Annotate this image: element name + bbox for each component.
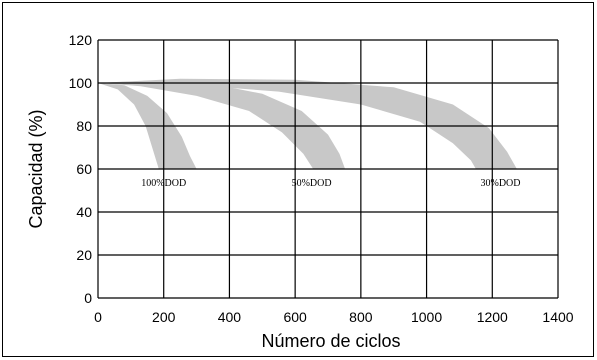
x-tick-label-3: 600 [283, 309, 307, 325]
x-tick-label-4: 800 [349, 309, 373, 325]
y-tick-label-4: 80 [76, 118, 92, 134]
y-tick-label-6: 120 [69, 32, 93, 48]
bands-layer [98, 79, 517, 169]
y-tick-label-2: 40 [76, 204, 92, 220]
x-tick-labels: 0 200 400 600 800 1000 1200 1400 [94, 309, 574, 325]
band-labels: 100%DOD 50%DOD 30%DOD [141, 178, 520, 189]
band-label-1: 50%DOD [292, 178, 332, 189]
y-tick-label-1: 20 [76, 247, 92, 263]
y-axis-label: Capacidad (%) [26, 109, 46, 228]
x-tick-label-1: 200 [152, 309, 176, 325]
y-tick-labels: 0 20 40 60 80 100 120 [69, 32, 93, 306]
band-label-0: 100%DOD [141, 178, 186, 189]
band-label-2: 30%DOD [481, 178, 521, 189]
x-tick-label-5: 1000 [411, 309, 442, 325]
y-tick-label-0: 0 [84, 290, 92, 306]
x-tick-label-2: 400 [218, 309, 242, 325]
x-tick-label-6: 1200 [477, 309, 508, 325]
x-axis-label: Número de ciclos [261, 331, 400, 351]
y-tick-label-5: 100 [69, 75, 93, 91]
x-tick-label-7: 1400 [542, 309, 573, 325]
y-tick-label-3: 60 [76, 161, 92, 177]
x-tick-label-0: 0 [94, 309, 102, 325]
grid-layer [98, 40, 558, 298]
